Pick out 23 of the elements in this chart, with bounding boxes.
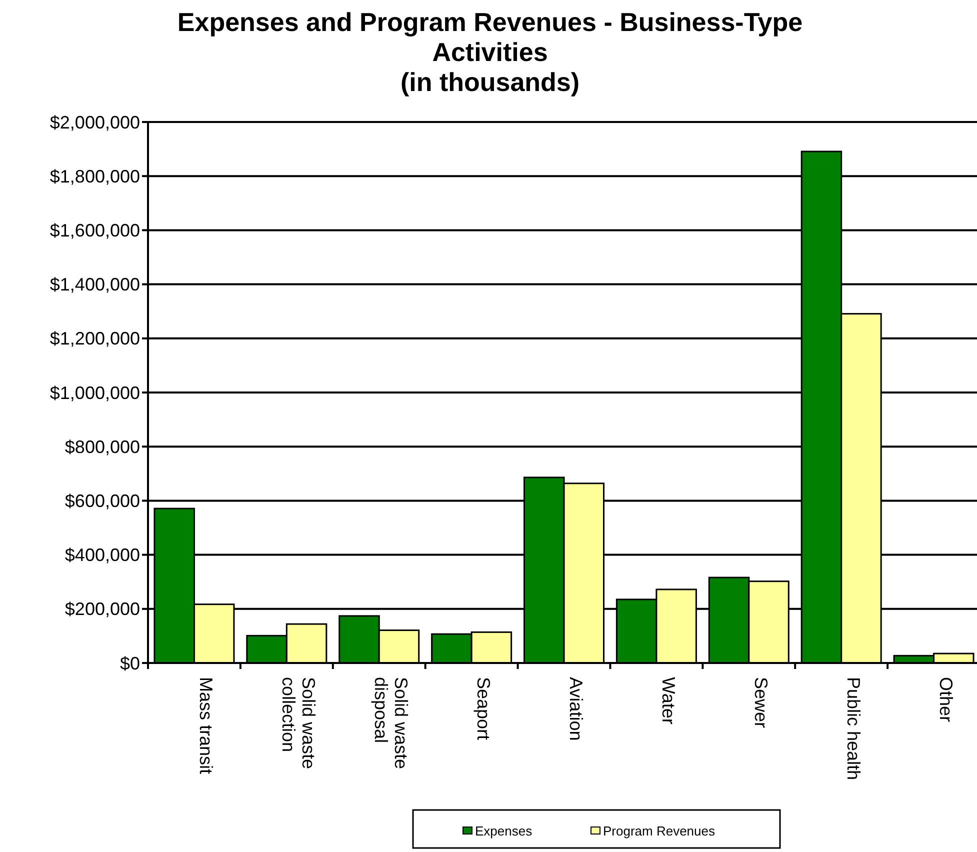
x-tick-label: Mass transit [196,677,216,774]
y-tick-label: $800,000 [64,436,140,457]
x-tick-label: Water [658,677,678,724]
y-tick-label: $0 [120,653,140,674]
y-tick-label: $1,400,000 [50,274,140,295]
x-tick-label: Sewer [750,677,771,728]
y-tick-label: $2,000,000 [50,112,140,132]
x-tick-label: Other [936,677,956,722]
y-tick-label: $200,000 [64,599,140,620]
chart-title: Expenses and Program Revenues - Business-Type Activities (in thousands) [177,7,803,97]
legend-label: Program Revenues [603,824,716,839]
y-tick-label: $1,200,000 [50,328,140,349]
legend-label: Expenses [475,824,533,839]
x-tick-label: Solid waste collection [278,677,319,770]
y-tick-label: $1,800,000 [50,166,140,186]
y-tick-label: $600,000 [64,491,140,511]
x-tick-label: Public health [843,677,864,780]
y-tick-label: $400,000 [64,545,140,566]
y-tick-label: $1,000,000 [50,382,140,403]
x-tick-label: Aviation [566,677,586,741]
y-tick-label: $1,600,000 [50,220,140,240]
x-tick-label: Solid waste disposal [371,677,412,770]
x-tick-label: Seaport [474,677,494,740]
